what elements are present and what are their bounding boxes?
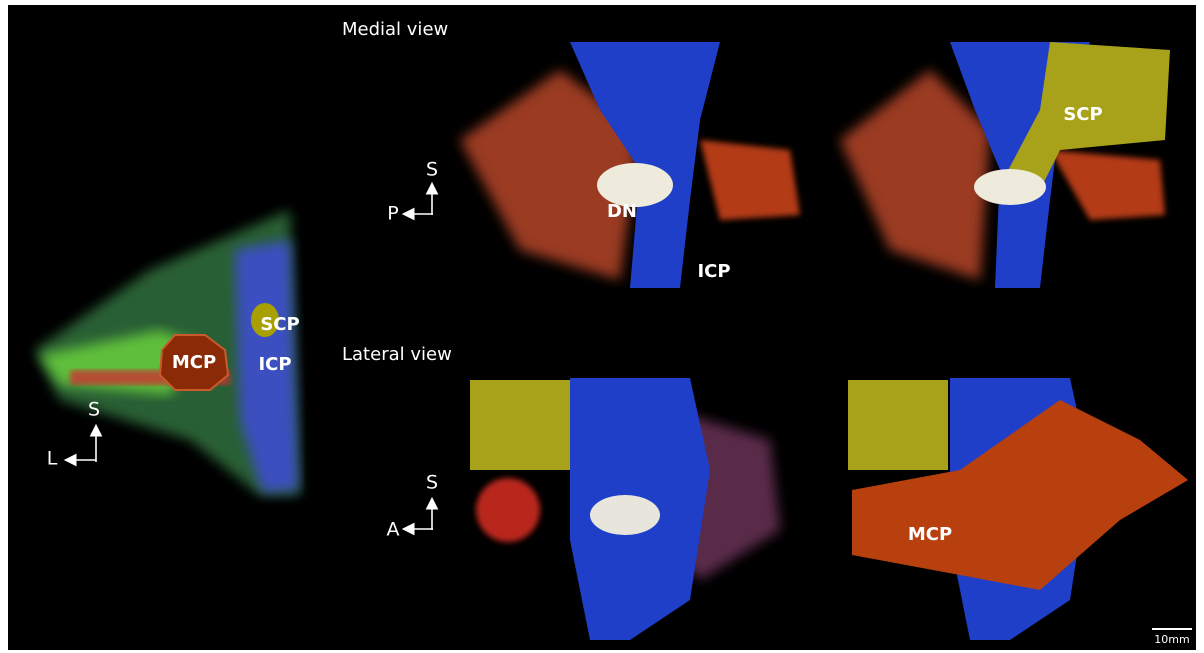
orientation: P: [387, 203, 398, 225]
label: ICP: [697, 261, 730, 282]
lateral-panel-1: [470, 378, 780, 640]
lateral-panel-2: MCP: [848, 378, 1188, 640]
label: MCP: [908, 524, 952, 545]
tract-orange: [1050, 150, 1165, 220]
tract-red: [840, 70, 990, 280]
orientation: S: [426, 159, 438, 181]
label: ICP: [258, 354, 291, 375]
mcp-tract: [852, 400, 1188, 590]
medial-panel-2: SCP: [840, 42, 1170, 288]
orientation: S: [88, 399, 100, 421]
label: SCP: [1063, 104, 1102, 125]
axial-panel: MCP SCP ICP S L: [35, 210, 300, 495]
mcp-stub: [476, 478, 540, 542]
dentate-nucleus: [597, 163, 673, 207]
tract-orange: [700, 140, 800, 220]
view-title: Medial view: [342, 19, 448, 40]
orientation: A: [387, 519, 400, 541]
scale-label: 10mm: [1154, 633, 1189, 646]
label: DN: [607, 201, 637, 222]
label: SCP: [260, 314, 299, 335]
label: MCP: [172, 352, 216, 373]
view-title: Lateral view: [342, 344, 452, 365]
dentate-nucleus: [590, 495, 660, 535]
tract-red: [460, 70, 640, 280]
medial-panel-1: DN ICP: [460, 42, 800, 288]
scp-tract: [470, 380, 570, 470]
scp-tract: [848, 380, 948, 470]
orientation: S: [426, 472, 438, 494]
dentate-nucleus: [974, 169, 1046, 205]
tract-blue: [235, 240, 298, 492]
scp-region: [251, 303, 279, 337]
mcp-region: [158, 334, 230, 391]
orientation: L: [47, 448, 58, 470]
scp-tract: [995, 42, 1170, 195]
